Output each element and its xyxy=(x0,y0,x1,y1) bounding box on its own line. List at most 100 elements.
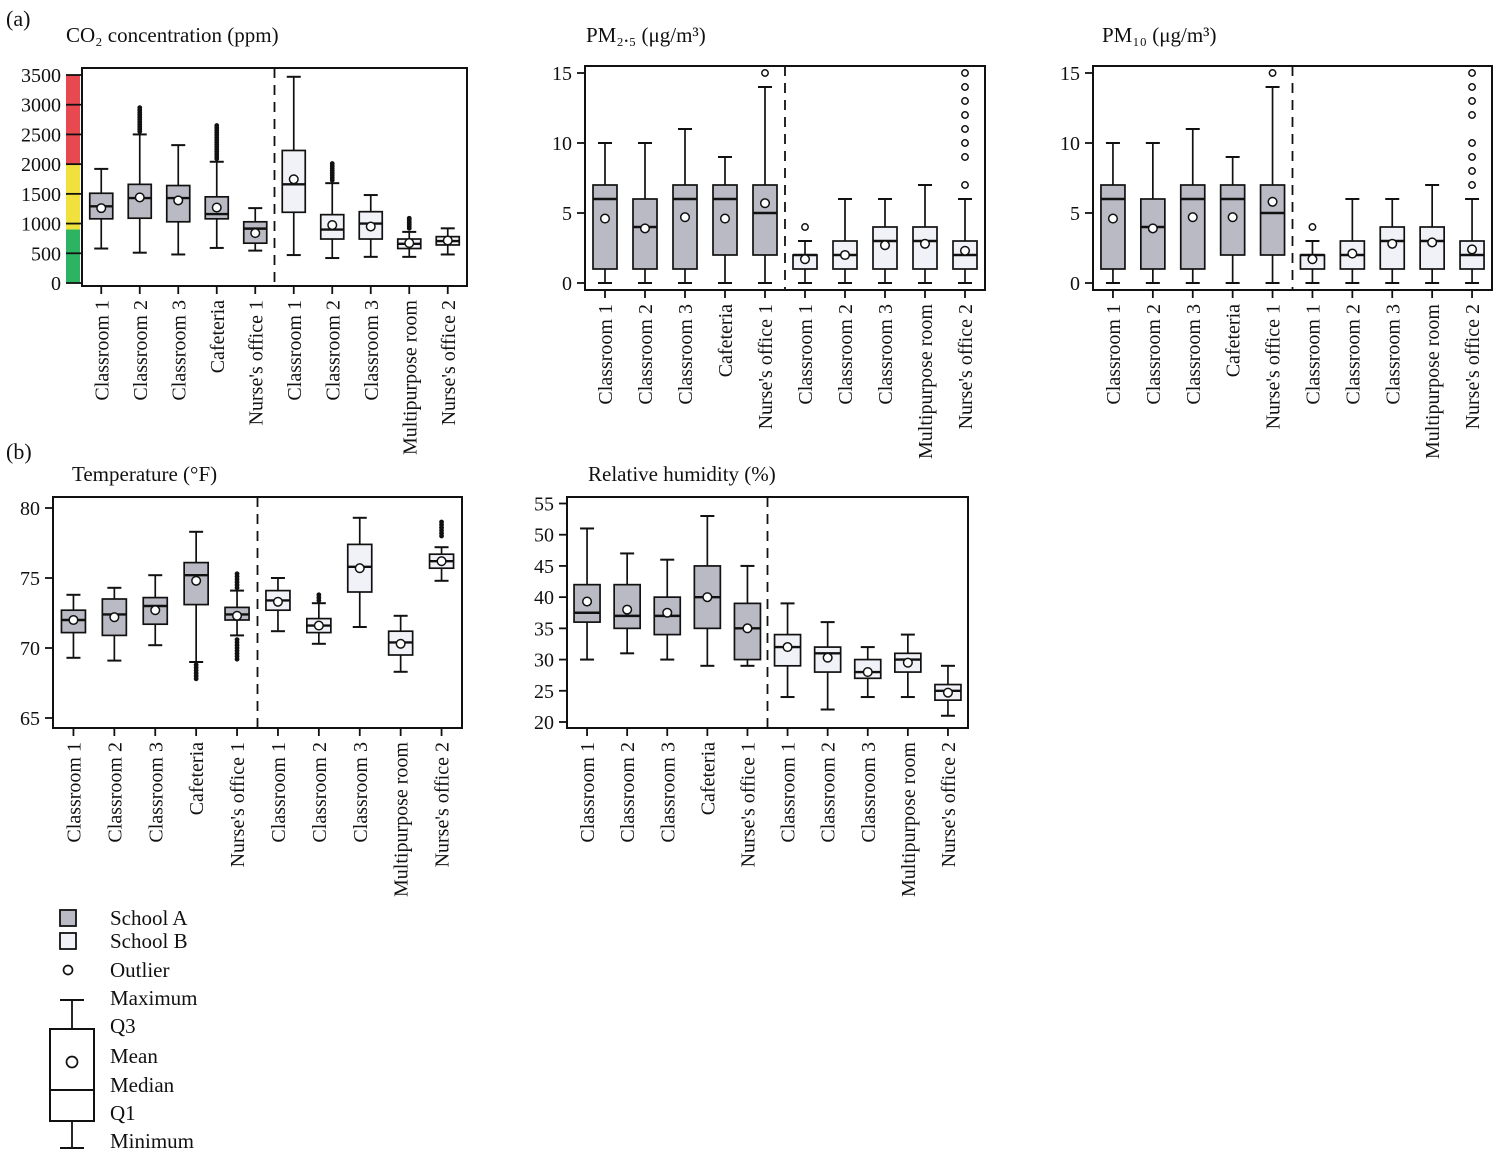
y-tick-label: 35 xyxy=(534,618,554,640)
x-tick-label: Classroom 2 xyxy=(309,742,331,843)
outlier-dot xyxy=(1308,223,1317,231)
x-tick-label: Classroom 1 xyxy=(1103,304,1125,405)
box-humidity-6 xyxy=(773,602,802,699)
chart-co2: CO₂ concentration (ppm) 0 500 1000 1500 2000 2… xyxy=(21,23,468,455)
box-pm10-10 xyxy=(1459,69,1485,284)
x-tick-label: Classroom 2 xyxy=(130,300,152,401)
mean-circle xyxy=(1267,196,1278,207)
box-humidity-10 xyxy=(934,664,962,717)
x-tick-label: Multipurpose room xyxy=(399,300,421,455)
mean-circle xyxy=(902,657,913,668)
co2-zone-caution xyxy=(66,164,80,230)
x-tick-label: Classroom 3 xyxy=(350,742,372,843)
panel-a-label: (a) xyxy=(6,6,30,31)
x-tick-label: Classroom 3 xyxy=(1382,304,1404,405)
x-tick-label: Classroom 3 xyxy=(858,742,880,843)
charts-group: CO₂ concentration (ppm)05001000150020002… xyxy=(20,23,1493,897)
y-tick-label: 0 xyxy=(1070,273,1080,295)
x-tick-label: Classroom 2 xyxy=(835,304,857,405)
x-tick-label: Classroom 1 xyxy=(63,742,85,843)
outlier-dot xyxy=(234,571,240,577)
x-tick-label: Nurse's office 1 xyxy=(227,742,249,867)
box-pm25-3 xyxy=(672,128,698,284)
outlier-dot xyxy=(193,662,199,668)
mean-circle xyxy=(173,195,184,206)
legend-item-label: Mean xyxy=(110,1044,158,1068)
mean-circle xyxy=(1107,213,1118,224)
sample-mean-circle xyxy=(65,1055,79,1069)
x-tick-label: Classroom 2 xyxy=(1143,304,1165,405)
box-pm25-1 xyxy=(592,142,618,284)
outlier-dot xyxy=(961,139,969,147)
y-tick-label: 40 xyxy=(534,587,554,609)
mean-circle xyxy=(134,192,145,203)
box-co2-2 xyxy=(127,105,153,254)
mean-circle xyxy=(250,228,261,239)
x-tick-label: Classroom 2 xyxy=(1342,304,1364,405)
mean-circle xyxy=(404,238,415,249)
outlier-dot xyxy=(761,69,769,77)
x-tick-label: Multipurpose room xyxy=(898,742,920,897)
x-tick-label: Classroom 2 xyxy=(322,300,344,401)
chart-title: PM₂.₅ (μg/m³) xyxy=(586,23,706,47)
x-tick-label: Classroom 3 xyxy=(875,304,897,405)
y-tick-label: 30 xyxy=(534,650,554,672)
iqr-box xyxy=(1100,184,1126,270)
iqr-box xyxy=(632,198,658,270)
y-tick-label: 500 xyxy=(31,243,61,265)
mean-circle xyxy=(1307,254,1318,265)
outlier-dot xyxy=(961,69,969,77)
mean-circle xyxy=(1147,223,1158,234)
outlier-dot xyxy=(1468,139,1477,147)
mean-circle xyxy=(942,687,954,698)
legend-item-label: Minimum xyxy=(110,1129,194,1153)
box-co2-7 xyxy=(319,161,345,260)
box-pm10-4 xyxy=(1219,156,1246,284)
box-temperature-8 xyxy=(346,516,373,628)
y-tick-label: 20 xyxy=(534,712,554,734)
co2-zone-poor xyxy=(66,75,80,165)
outlier-dot xyxy=(1468,167,1477,175)
mean-circle xyxy=(679,212,691,223)
mean-circle xyxy=(68,614,79,626)
x-tick-label: Nurse's office 2 xyxy=(938,742,960,867)
box-pm25-7 xyxy=(832,198,858,284)
x-tick-label: Classroom 1 xyxy=(795,304,817,405)
box-temperature-1 xyxy=(60,593,87,659)
legend-item-label: Q1 xyxy=(110,1101,136,1125)
mean-circle xyxy=(436,556,447,567)
legend-item-label: Q3 xyxy=(110,1014,136,1038)
mean-circle xyxy=(862,667,873,678)
x-tick-label: Classroom 1 xyxy=(91,300,113,401)
mean-circle xyxy=(582,596,593,607)
x-tick-label: Multipurpose room xyxy=(915,304,937,459)
box-co2-4 xyxy=(204,123,230,249)
box-pm25-6 xyxy=(792,223,818,284)
x-tick-label: Classroom 1 xyxy=(595,304,617,405)
x-tick-label: Classroom 1 xyxy=(284,300,306,401)
mean-circle xyxy=(354,563,365,574)
box-pm10-7 xyxy=(1339,198,1366,284)
box-co2-1 xyxy=(88,167,114,250)
box-pm25-5 xyxy=(752,69,778,284)
box-co2-9 xyxy=(396,215,422,258)
outlier-dot xyxy=(961,97,969,105)
mean-circle xyxy=(395,638,406,649)
box-pm10-3 xyxy=(1179,128,1206,284)
x-tick-label: Classroom 2 xyxy=(818,742,840,843)
box-humidity-3 xyxy=(653,558,682,661)
outlier-dot xyxy=(801,223,809,231)
outlier-dot xyxy=(214,123,220,128)
y-tick-label: 70 xyxy=(20,638,40,660)
x-tick-label: Cafeteria xyxy=(697,742,719,815)
box-humidity-9 xyxy=(893,633,922,699)
outlier-dot xyxy=(1468,97,1477,105)
mean-circle xyxy=(622,604,633,615)
y-tick-label: 2500 xyxy=(21,124,61,146)
x-tick-label: Classroom 3 xyxy=(145,742,167,843)
outlier-dot xyxy=(961,83,969,91)
chart-temperature: Temperature (°F) 65 70 75 80 Classroom 1 Class… xyxy=(20,462,463,897)
box-temperature-3 xyxy=(142,574,169,647)
